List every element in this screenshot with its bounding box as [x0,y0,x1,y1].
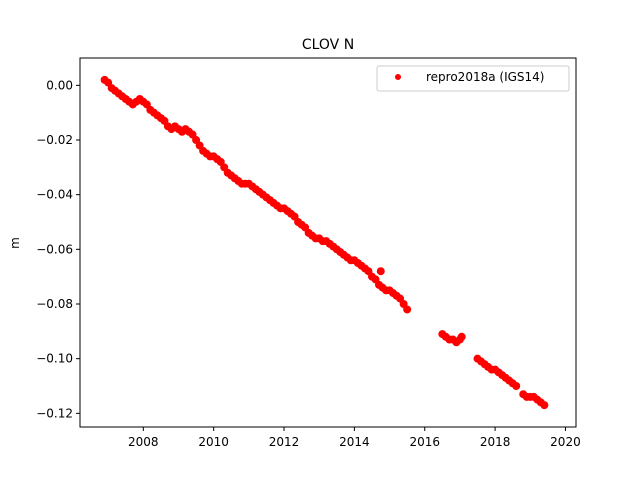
x-tick-label: 2012 [269,435,300,449]
x-tick-label: 2010 [198,435,229,449]
y-tick-label: −0.12 [36,406,73,420]
y-tick-label: −0.06 [36,242,73,256]
y-tick-label: −0.10 [36,352,73,366]
legend-entry-label: repro2018a (IGS14) [426,70,544,84]
x-tick-label: 2008 [128,435,159,449]
data-points [100,75,549,410]
x-tick-label: 2014 [339,435,370,449]
y-axis-ticks: 0.00 −0.02 −0.04 −0.06 −0.08 −0.10 −0.12 [36,78,80,420]
x-tick-label: 2018 [480,435,511,449]
data-point [540,401,549,410]
data-point [376,267,385,276]
data-point [512,382,521,390]
y-tick-label: 0.00 [46,78,73,92]
data-point [457,332,466,341]
y-tick-label: −0.04 [36,188,73,202]
y-axis-label: m [8,237,22,249]
legend: repro2018a (IGS14) [376,65,570,92]
plot-frame [79,57,577,428]
x-axis-ticks: 2008 2010 2012 2014 2016 2018 2020 [128,427,581,449]
data-point [403,305,412,314]
x-tick-label: 2020 [550,435,581,449]
y-tick-label: −0.08 [36,297,73,311]
x-tick-label: 2016 [409,435,440,449]
y-tick-label: −0.02 [36,133,73,147]
chart-title: CLOV N [302,37,354,53]
legend-box [376,65,570,92]
legend-marker [395,74,401,80]
